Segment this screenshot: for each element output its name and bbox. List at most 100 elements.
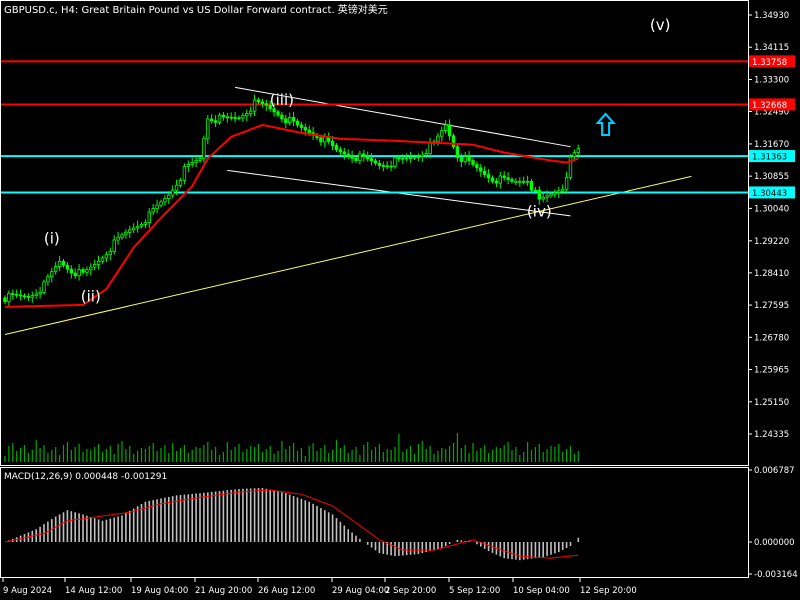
candle-body (100, 257, 105, 262)
time-tick-label: 21 Aug 20:00 (195, 586, 252, 596)
candle-body (467, 156, 471, 161)
candle-body (264, 103, 268, 106)
support-level-label: 1.30443 (752, 189, 787, 199)
candle-body (350, 155, 354, 159)
candle-body (451, 135, 456, 148)
price-tick-label: 1.25150 (754, 398, 789, 408)
candle-body (369, 158, 374, 162)
trendline (4, 175, 692, 336)
candle-body (104, 254, 109, 259)
candle-body (182, 166, 187, 181)
candle-body (525, 180, 530, 183)
main-pane: (i) (ii) (iii) (iv) (v) (0, 16, 748, 462)
candle-body (46, 276, 50, 283)
candle-body (342, 151, 346, 155)
candle-body (85, 269, 89, 273)
resistance-level-label: 1.32668 (752, 101, 787, 111)
candle-body (26, 296, 31, 298)
candle-body (174, 184, 179, 191)
candle-body (455, 146, 460, 158)
candle-body (81, 269, 85, 273)
candle-body (22, 295, 27, 298)
candle-body (408, 157, 413, 159)
candle-body (77, 269, 81, 277)
candle-body (268, 104, 272, 109)
candle-body (291, 117, 296, 122)
candle-body (436, 135, 440, 143)
candle-body (229, 116, 233, 119)
candle-body (428, 142, 432, 155)
candle-body (284, 118, 288, 123)
candle-body (225, 116, 229, 119)
channel-upper-line (235, 86, 571, 148)
candle-body (514, 180, 518, 183)
price-tick-label: 1.29220 (754, 237, 789, 247)
candle-body (155, 204, 159, 209)
candle-body (18, 294, 23, 297)
candle-body (170, 189, 175, 196)
candle-body (245, 113, 249, 117)
candle-body (202, 138, 206, 159)
candle-body (260, 101, 265, 104)
wave-label: (i) (44, 230, 60, 248)
candle-body (217, 114, 222, 123)
price-tick-label: 1.33300 (754, 75, 789, 85)
candle-body (537, 189, 541, 200)
candle-body (338, 149, 343, 153)
candle-body (112, 239, 116, 252)
macd-tick-label: 0.000000 (754, 538, 795, 548)
candle-body (459, 157, 463, 162)
candle-body (209, 118, 214, 122)
candle-body (354, 157, 358, 161)
candle-body (529, 180, 534, 191)
candle-body (69, 268, 73, 274)
candle-body (221, 114, 226, 118)
time-tick-label: 9 Aug 2024 (3, 586, 52, 596)
candle-body (330, 140, 335, 146)
candle-body (186, 164, 190, 167)
price-tick-label: 1.34115 (754, 43, 789, 53)
candle-body (377, 162, 382, 166)
candle-body (163, 198, 167, 203)
candle-body (475, 164, 479, 169)
candle-body (34, 293, 38, 296)
candle-body (159, 201, 163, 206)
macd-label: MACD(12,26,9) 0.000448 -0.001291 (4, 472, 167, 482)
candle-body (401, 157, 405, 160)
candle-body (482, 170, 487, 175)
candle-body (307, 129, 311, 134)
candle-body (213, 120, 218, 123)
candle-body (510, 179, 514, 182)
candle-body (389, 165, 393, 168)
candle-body (358, 153, 362, 161)
candle-body (303, 127, 307, 131)
price-tick-label: 1.26780 (754, 333, 789, 343)
candle-body (416, 156, 421, 158)
candle-body (272, 108, 276, 113)
candle-body (553, 192, 557, 195)
time-tick-label: 14 Aug 12:00 (65, 586, 122, 596)
time-tick-label: 2 Sep 20:00 (385, 586, 436, 596)
candle-body (143, 222, 148, 225)
time-tick-label: 26 Aug 12:00 (258, 586, 315, 596)
candle-body (194, 160, 198, 163)
candle-body (295, 120, 300, 126)
up-arrow-icon (595, 112, 616, 136)
price-tick-label: 1.31670 (754, 140, 789, 150)
candle-body (498, 175, 502, 184)
candle-body (404, 157, 409, 160)
price-tick-label: 1.32490 (754, 107, 789, 117)
candle-body (206, 118, 210, 140)
wave-label: (iv) (527, 203, 552, 221)
support-level-tag (749, 186, 795, 199)
support-level-tag (749, 150, 795, 163)
candle-body (89, 266, 93, 271)
macd-signal-line (4, 489, 579, 559)
candle-body (252, 99, 257, 112)
candle-body (50, 271, 54, 278)
candle-body (139, 224, 144, 227)
candle-body (545, 195, 549, 198)
candle-body (287, 117, 292, 123)
